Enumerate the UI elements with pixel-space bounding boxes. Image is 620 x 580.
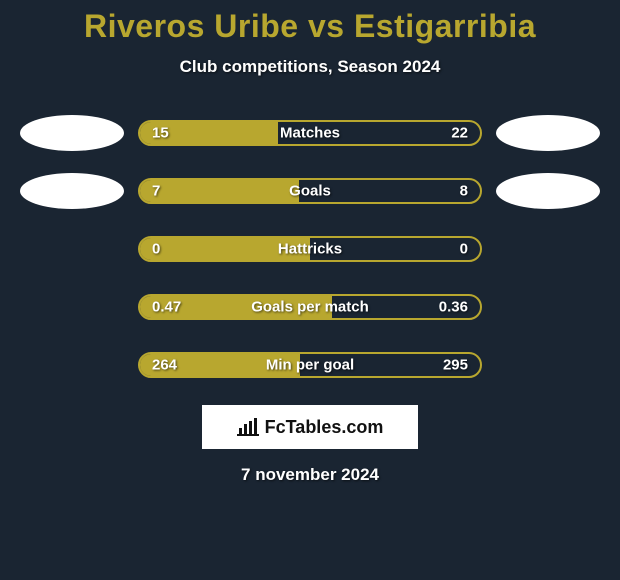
stat-right-value: 22	[451, 125, 468, 142]
stat-label: Min per goal	[266, 357, 354, 374]
stat-row: 0 Hattricks 0	[0, 231, 620, 267]
stat-bar-goals-per-match: 0.47 Goals per match 0.36	[138, 294, 482, 320]
stat-right-value: 295	[443, 357, 468, 374]
stat-row: 15 Matches 22	[0, 115, 620, 151]
stat-left-value: 7	[152, 183, 160, 200]
player-right-avatar	[496, 115, 600, 151]
subtitle: Club competitions, Season 2024	[0, 57, 620, 77]
stat-right-value: 0	[460, 241, 468, 258]
stat-left-value: 264	[152, 357, 177, 374]
stat-bar-goals: 7 Goals 8	[138, 178, 482, 204]
stat-right-value: 8	[460, 183, 468, 200]
stat-bar-min-per-goal: 264 Min per goal 295	[138, 352, 482, 378]
stat-bar-hattricks: 0 Hattricks 0	[138, 236, 482, 262]
brand-text: FcTables.com	[265, 417, 384, 438]
stat-right-value: 0.36	[439, 299, 468, 316]
comparison-card: Riveros Uribe vs Estigarribia Club compe…	[0, 0, 620, 485]
stat-bar-fill	[140, 180, 299, 202]
stat-label: Hattricks	[278, 241, 342, 258]
stat-label: Matches	[280, 125, 340, 142]
avatar-spacer	[20, 289, 124, 325]
bar-chart-icon	[237, 418, 259, 436]
stat-bar-matches: 15 Matches 22	[138, 120, 482, 146]
stat-label: Goals	[289, 183, 331, 200]
page-title: Riveros Uribe vs Estigarribia	[0, 8, 620, 45]
stat-label: Goals per match	[251, 299, 369, 316]
footer-date: 7 november 2024	[0, 465, 620, 485]
stat-left-value: 0	[152, 241, 160, 258]
stat-row: 7 Goals 8	[0, 173, 620, 209]
stat-left-value: 15	[152, 125, 169, 142]
avatar-spacer	[20, 231, 124, 267]
brand-badge[interactable]: FcTables.com	[202, 405, 418, 449]
player-left-avatar	[20, 115, 124, 151]
player-right-avatar	[496, 173, 600, 209]
stat-row: 0.47 Goals per match 0.36	[0, 289, 620, 325]
avatar-spacer	[496, 347, 600, 383]
stat-row: 264 Min per goal 295	[0, 347, 620, 383]
player-left-avatar	[20, 173, 124, 209]
avatar-spacer	[496, 231, 600, 267]
stat-left-value: 0.47	[152, 299, 181, 316]
avatar-spacer	[496, 289, 600, 325]
avatar-spacer	[20, 347, 124, 383]
